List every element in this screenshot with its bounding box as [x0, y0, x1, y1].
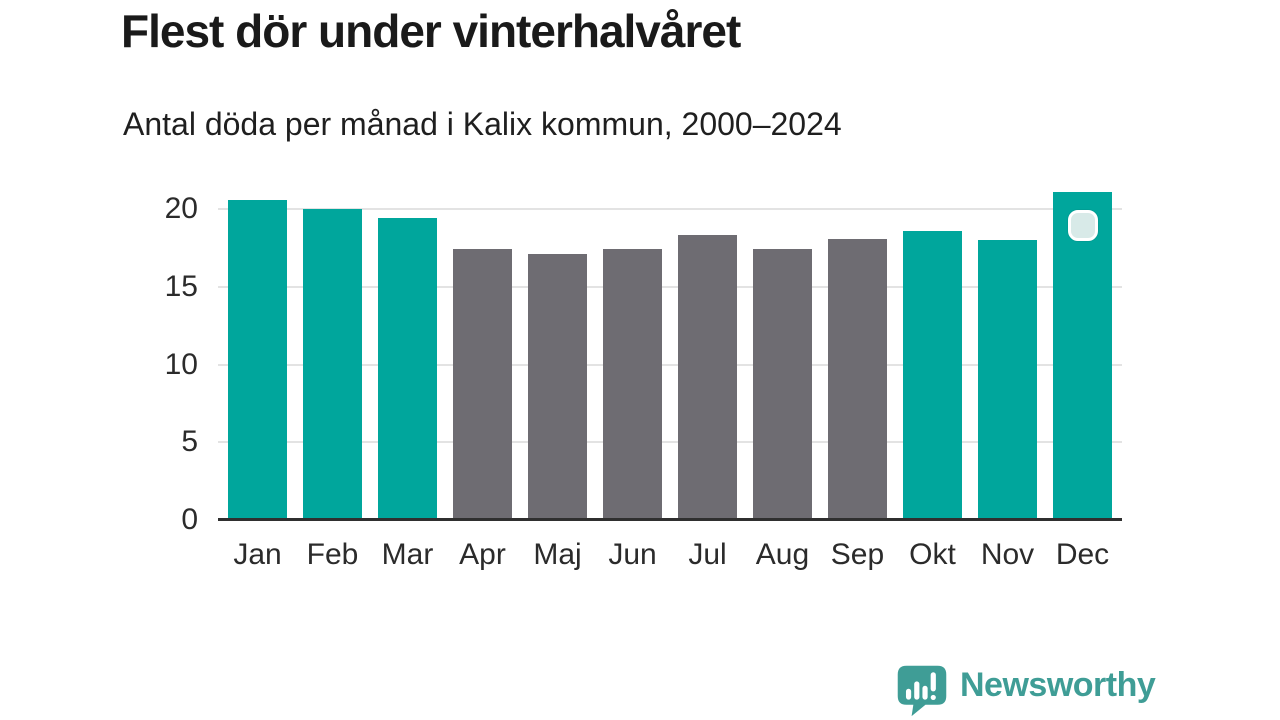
bar-okt [903, 230, 962, 520]
bar-column-jul [678, 235, 737, 520]
x-tick-label-sep: Sep [830, 538, 885, 571]
newsworthy-logo-icon [897, 665, 947, 717]
x-tick-label-jan: Jan [233, 538, 282, 571]
bar-nov [978, 240, 1037, 520]
brand-logo[interactable]: Newsworthy [896, 664, 1156, 717]
x-tick-label-okt: Okt [909, 538, 956, 571]
bar-apr [453, 249, 512, 520]
bar-jan [228, 199, 287, 520]
x-tick-label-apr: Apr [459, 538, 506, 571]
x-tick-label-aug: Aug [755, 538, 810, 571]
bar-column-dec [1053, 191, 1112, 520]
bar-jun [603, 249, 662, 520]
bar-column-sep [828, 238, 887, 520]
bar-column-jun [603, 249, 662, 520]
bar-column-okt [903, 230, 962, 520]
bar-dec [1053, 191, 1112, 520]
x-tick-label-mar: Mar [381, 538, 434, 571]
bar-sep [828, 238, 887, 520]
bar-marker-badge[interactable] [1067, 209, 1098, 241]
chart-subtitle: Antal döda per månad i Kalix kommun, 200… [123, 106, 842, 142]
bar-column-maj [528, 254, 587, 520]
gridline-y-15 [218, 285, 1122, 288]
x-tick-label-feb: Feb [306, 538, 359, 571]
bar-group [228, 185, 1112, 520]
bar-column-feb [303, 209, 362, 520]
y-tick-label-20: 20 [164, 192, 198, 225]
x-tick-label-jun: Jun [608, 538, 657, 571]
x-axis-tick-labels: Jan Feb Mar Apr Maj Jun Jul Aug Sep Okt Nov Dec [228, 538, 1112, 572]
x-tick-label-maj: Maj [533, 538, 582, 571]
gridline-y-5 [218, 441, 1122, 444]
x-axis-line [218, 518, 1122, 521]
bar-jul [678, 235, 737, 520]
y-tick-label-0: 0 [181, 503, 198, 536]
x-tick-label-nov: Nov [980, 538, 1035, 571]
plot-area [218, 185, 1122, 521]
x-tick-label-jul: Jul [688, 538, 727, 571]
bar-aug [753, 249, 812, 520]
gridline-y-10 [218, 363, 1122, 366]
bar-mar [378, 218, 437, 520]
chart-title: Flest dör under vinterhalvåret [121, 5, 741, 57]
bar-column-aug [753, 249, 812, 520]
y-tick-label-15: 15 [164, 269, 198, 303]
x-tick-label-dec: Dec [1055, 538, 1110, 571]
gridline-y-20 [218, 208, 1122, 210]
bar-column-jan [228, 199, 287, 520]
bar-column-mar [378, 218, 437, 520]
bar-column-nov [978, 240, 1037, 520]
y-tick-label-10: 10 [164, 347, 198, 381]
bar-maj [528, 254, 587, 520]
brand-name: Newsworthy [960, 666, 1156, 704]
bar-feb [303, 209, 362, 520]
y-tick-label-5: 5 [181, 425, 198, 459]
bar-column-apr [453, 249, 512, 520]
